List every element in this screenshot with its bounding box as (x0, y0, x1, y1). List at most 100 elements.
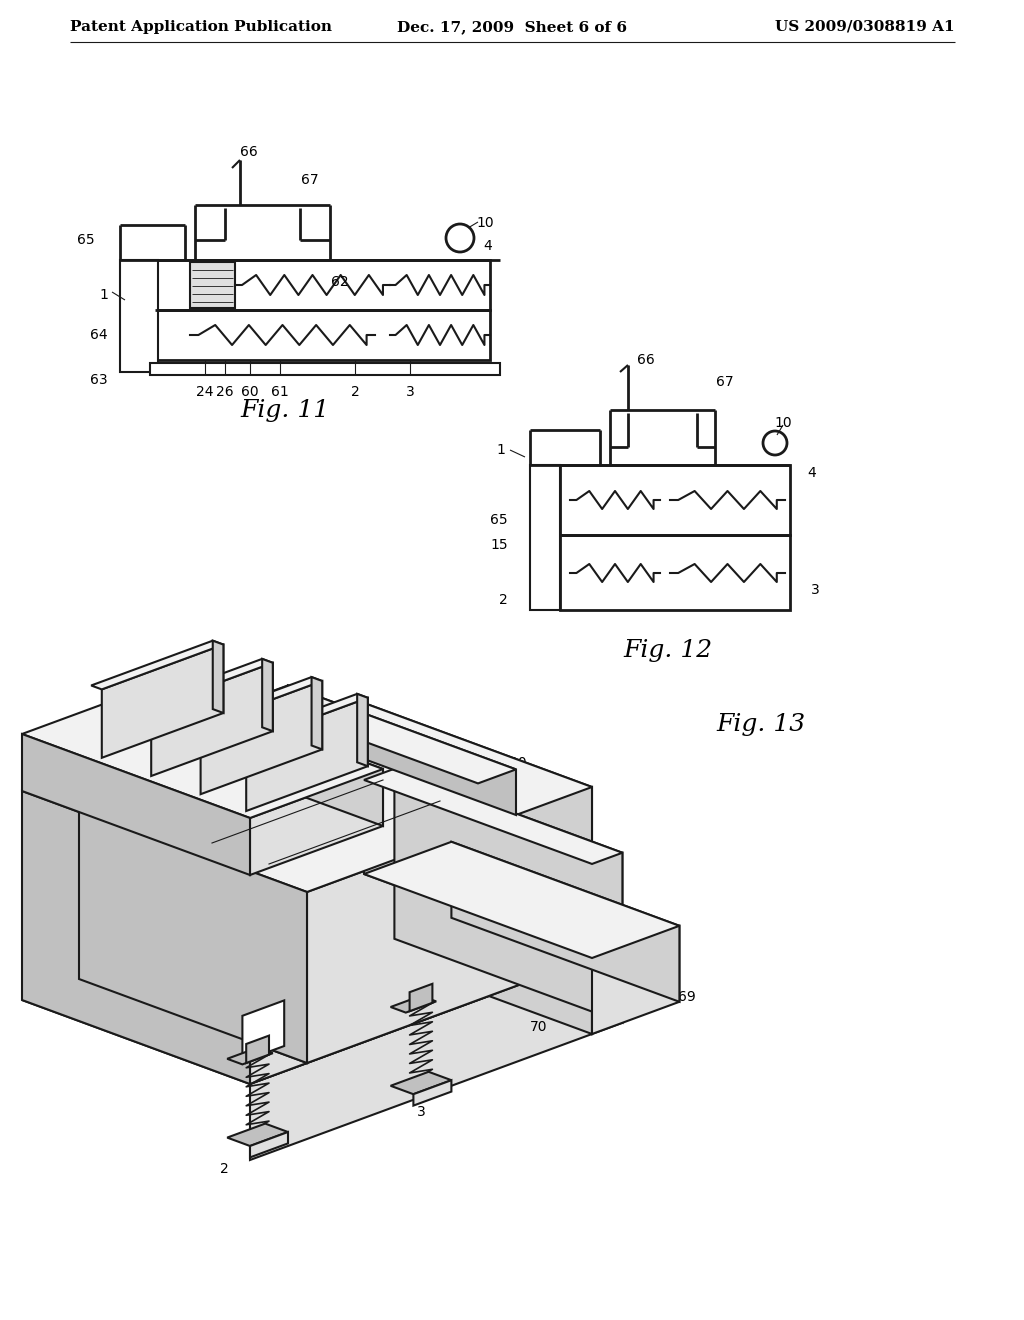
Polygon shape (227, 1123, 288, 1146)
Text: 62: 62 (331, 275, 349, 289)
Text: Fig. 12: Fig. 12 (624, 639, 713, 661)
Text: 66: 66 (266, 722, 285, 735)
Text: 60: 60 (242, 385, 259, 399)
Text: 10: 10 (476, 216, 494, 230)
Polygon shape (201, 681, 323, 795)
Text: 26: 26 (216, 385, 233, 399)
Text: 1: 1 (496, 444, 505, 457)
Text: 10: 10 (510, 756, 527, 770)
Text: Fig. 13: Fig. 13 (716, 714, 805, 737)
Text: 61: 61 (271, 385, 289, 399)
Polygon shape (307, 787, 592, 1063)
Text: 4: 4 (808, 466, 816, 480)
Polygon shape (213, 640, 223, 713)
Text: 2: 2 (220, 1162, 228, 1176)
Polygon shape (452, 842, 679, 1002)
Bar (120, 260, 158, 372)
Text: 15: 15 (490, 539, 508, 552)
Text: 66B: 66B (328, 960, 351, 972)
Polygon shape (250, 685, 516, 783)
Text: 68: 68 (529, 902, 548, 916)
Text: 72: 72 (196, 785, 213, 800)
Polygon shape (592, 853, 623, 1034)
Text: Patent Application Publication: Patent Application Publication (70, 20, 332, 34)
Text: 3: 3 (406, 385, 415, 399)
Polygon shape (250, 854, 307, 1084)
Text: 74: 74 (291, 764, 308, 777)
Polygon shape (364, 842, 679, 958)
Polygon shape (22, 874, 592, 1084)
Bar (530, 465, 560, 610)
Bar (150, 363, 500, 375)
Polygon shape (390, 1072, 452, 1094)
Polygon shape (101, 644, 223, 758)
Text: 10: 10 (774, 416, 792, 430)
Polygon shape (410, 983, 432, 1011)
Text: Dec. 17, 2009  Sheet 6 of 6: Dec. 17, 2009 Sheet 6 of 6 (397, 20, 627, 34)
Polygon shape (190, 677, 323, 726)
Polygon shape (250, 958, 592, 1160)
Text: 64: 64 (90, 327, 108, 342)
Text: 65: 65 (78, 234, 95, 247)
Text: 3: 3 (811, 583, 819, 597)
Text: 71: 71 (398, 722, 416, 737)
Polygon shape (246, 698, 368, 810)
Polygon shape (311, 677, 323, 750)
Bar (155, 310, 490, 360)
Polygon shape (243, 1001, 285, 1061)
Text: Fig. 11: Fig. 11 (241, 399, 330, 421)
Polygon shape (227, 1048, 272, 1064)
Bar (560, 535, 790, 610)
Polygon shape (155, 685, 383, 826)
Text: 63: 63 (90, 374, 108, 387)
Text: 4: 4 (483, 239, 493, 253)
Bar (560, 465, 790, 535)
Polygon shape (262, 659, 272, 731)
Polygon shape (152, 663, 272, 776)
Polygon shape (22, 685, 383, 818)
Polygon shape (246, 1036, 269, 1063)
Polygon shape (364, 768, 623, 865)
Text: 65: 65 (96, 792, 114, 807)
Text: 69: 69 (678, 990, 695, 1003)
Polygon shape (22, 791, 250, 1084)
Circle shape (446, 224, 474, 252)
Polygon shape (91, 640, 223, 689)
Polygon shape (79, 770, 307, 1063)
Text: 3: 3 (417, 1105, 425, 1119)
Text: 2: 2 (500, 593, 508, 607)
Text: 70: 70 (530, 1019, 548, 1034)
Text: 67: 67 (716, 375, 734, 389)
Polygon shape (250, 1133, 288, 1158)
Text: US 2009/0308819 A1: US 2009/0308819 A1 (775, 20, 955, 34)
Polygon shape (288, 685, 516, 814)
Bar (155, 260, 490, 310)
Polygon shape (357, 694, 368, 766)
Text: 66A: 66A (472, 828, 497, 841)
Polygon shape (390, 995, 436, 1012)
Polygon shape (22, 770, 307, 875)
Polygon shape (79, 704, 592, 892)
Polygon shape (414, 1080, 452, 1106)
Text: 2: 2 (350, 385, 359, 399)
Text: 4: 4 (436, 822, 445, 836)
Polygon shape (394, 768, 623, 1023)
Polygon shape (22, 734, 250, 875)
Polygon shape (236, 694, 368, 743)
Polygon shape (250, 770, 383, 875)
Text: 66: 66 (637, 352, 655, 367)
Text: 73: 73 (295, 706, 313, 721)
Text: 65: 65 (490, 513, 508, 527)
Text: 1: 1 (99, 288, 108, 302)
Polygon shape (364, 874, 592, 1034)
Polygon shape (592, 925, 679, 1034)
Text: 67: 67 (301, 173, 318, 187)
Text: 66: 66 (240, 145, 258, 158)
Polygon shape (140, 659, 272, 708)
Polygon shape (364, 704, 592, 958)
Bar (190, 261, 234, 308)
Text: 1: 1 (105, 931, 114, 945)
Circle shape (763, 432, 787, 455)
Polygon shape (79, 808, 307, 1063)
Text: 24: 24 (197, 385, 214, 399)
